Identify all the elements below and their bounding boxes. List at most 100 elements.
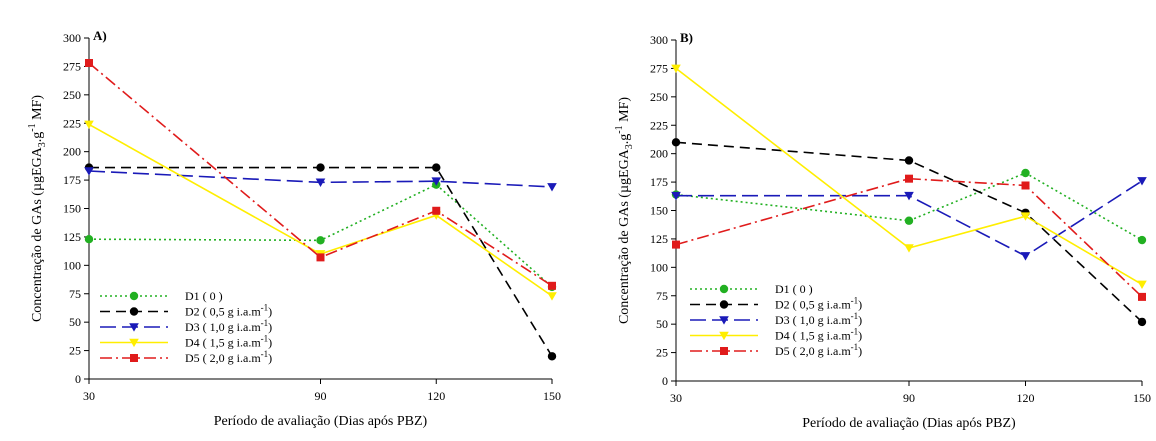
- y-tick-label-b: 300: [650, 33, 668, 47]
- legend-marker-d3-a: [129, 323, 139, 332]
- series-d4-b: [671, 64, 1147, 289]
- panel-label-a: A): [93, 28, 107, 43]
- y-tick-label-b: 100: [650, 260, 668, 274]
- series-d1-a: [84, 180, 557, 292]
- y-tick-label-a: 125: [63, 230, 81, 244]
- y-axis-label-a: Concentração de GAs (µgEGA3.g-1 MF): [27, 95, 48, 322]
- series-d4-a: [84, 120, 557, 301]
- x-tick-label-b: 30: [670, 391, 682, 405]
- data-point-d4-b: [1137, 280, 1147, 289]
- series-line-d4-b: [675, 67, 1143, 286]
- x-tick-label-b: 150: [1133, 391, 1151, 405]
- legend-label-d1-a: D1 ( 0 ): [185, 289, 223, 303]
- data-point-d3-b: [1020, 252, 1031, 261]
- data-point-d1-a: [84, 234, 94, 244]
- x-axis-label-a: Período de avaliação (Dias após PBZ): [214, 414, 428, 429]
- y-tick-label-b: 75: [656, 289, 668, 303]
- x-tick-label-a: 30: [83, 389, 95, 403]
- x-tick-label-a: 150: [543, 389, 561, 403]
- legend-marker-d2-b: [719, 300, 729, 309]
- data-point-d5-b: [1138, 292, 1146, 301]
- y-tick-label-b: 200: [650, 147, 668, 161]
- y-tick-label-a: 150: [63, 202, 81, 216]
- legend-marker-d5-a: [130, 354, 138, 362]
- data-point-d5-b: [905, 174, 913, 183]
- data-point-d1-b: [904, 216, 914, 225]
- series-line-d1-a: [88, 183, 553, 288]
- data-point-d3-b: [904, 191, 914, 201]
- legend-marker-d4-a: [129, 338, 139, 348]
- y-tick-label-b: 275: [650, 61, 668, 75]
- series-d5-b: [672, 174, 1146, 301]
- legend-label-d5-a: D5 ( 2,0 g i.a.m-1): [185, 349, 272, 365]
- legend-marker-d2-a: [129, 307, 139, 316]
- series-line-d3-a: [88, 170, 553, 188]
- data-point-d4-b: [1020, 212, 1031, 221]
- series-line-d4-a: [88, 123, 553, 297]
- legend-label-d4-a: D4 ( 1,5 g i.a.m-1): [185, 334, 272, 350]
- series-d2-a: [84, 163, 557, 361]
- legend-label-d1-b: D1 ( 0 ): [775, 282, 813, 296]
- y-tick-label-b: 175: [650, 175, 668, 189]
- y-tick-label-b: 225: [650, 118, 668, 132]
- data-point-d1-b: [1021, 168, 1030, 178]
- data-point-d3-a: [431, 177, 442, 186]
- y-tick-label-a: 225: [63, 116, 81, 130]
- data-point-d3-a: [315, 178, 326, 187]
- y-tick-label-a: 25: [69, 344, 81, 358]
- data-point-d2-b: [904, 156, 914, 165]
- y-axis-label-b: Concentração de GAs (µgEGA3.g-1 MF): [614, 97, 635, 324]
- series-line-d2-b: [675, 141, 1143, 323]
- data-point-d5-a: [85, 59, 93, 68]
- x-axis-label-b: Período de avaliação (Dias após PBZ): [802, 416, 1016, 431]
- chart-a-svg: 0 25 50 75 100 125 150 175 200 225 250 275 300 30 90 12…: [27, 28, 561, 429]
- y-tick-label-a: 75: [69, 287, 81, 301]
- data-point-d3-b: [671, 191, 681, 201]
- y-tick-label-a: 200: [63, 145, 81, 159]
- legend-b: D1 ( 0 )D2 ( 0,5 g i.a.m-1)D3 ( 1,0 g i.…: [690, 282, 862, 358]
- y-tick-label-a: 0: [75, 372, 81, 386]
- y-tick-label-a: 100: [63, 258, 81, 272]
- series-d5-a: [85, 59, 556, 290]
- data-point-d1-b: [1137, 235, 1147, 245]
- x-tick-label-a: 120: [427, 389, 445, 403]
- chart-b-svg: 0 25 50 75 100 125 150 175 200 225 250 275 300 30 90 12…: [614, 30, 1151, 431]
- data-point-d4-a: [84, 120, 94, 129]
- y-tick-label-a: 250: [63, 88, 81, 102]
- y-tick-label-a: 300: [63, 31, 81, 45]
- y-tick-label-b: 150: [650, 204, 668, 218]
- data-point-d4-b: [671, 64, 681, 74]
- data-point-d2-a: [316, 163, 325, 172]
- data-point-d5-b: [1021, 181, 1030, 190]
- data-point-d4-a: [547, 292, 557, 301]
- legend-label-d3-a: D3 ( 1,0 g i.a.m-1): [185, 318, 272, 334]
- data-point-d2-b: [671, 138, 681, 147]
- x-tick-label-a: 90: [315, 389, 327, 403]
- legend-marker-d1-b: [719, 284, 729, 294]
- data-point-d3-a: [84, 167, 94, 176]
- panel-label-b: B): [680, 30, 693, 45]
- data-point-d5-a: [316, 253, 325, 262]
- y-tick-label-b: 250: [650, 90, 668, 104]
- chart-panel-a: 0 25 50 75 100 125 150 175 200 225 250 275 300 30 90 12…: [27, 28, 561, 429]
- series-d3-b: [671, 177, 1147, 261]
- data-point-d5-a: [548, 281, 556, 290]
- data-point-d5-b: [672, 240, 680, 249]
- legend-a: D1 ( 0 )D2 ( 0,5 g i.a.m-1)D3 ( 1,0 g i.…: [100, 289, 272, 365]
- legend-label-d4-b: D4 ( 1,5 g i.a.m-1): [775, 327, 862, 343]
- legend-label-d2-b: D2 ( 0,5 g i.a.m-1): [775, 296, 862, 312]
- x-tick-label-b: 90: [903, 391, 915, 405]
- series-line-d3-b: [676, 180, 1143, 257]
- y-tick-label-a: 175: [63, 173, 81, 187]
- chart-panel-b: 0 25 50 75 100 125 150 175 200 225 250 275 300 30 90 12…: [578, 0, 1156, 441]
- y-tick-label-b: 125: [650, 232, 668, 246]
- legend-marker-d3-b: [719, 316, 729, 325]
- y-tick-label-b: 0: [662, 374, 668, 388]
- legend-marker-d4-b: [719, 331, 729, 341]
- series-d2-b: [671, 138, 1147, 327]
- data-point-d5-a: [432, 206, 441, 215]
- data-point-d3-a: [547, 183, 557, 192]
- data-point-d2-b: [1137, 317, 1147, 327]
- legend-label-d2-a: D2 ( 0,5 g i.a.m-1): [185, 303, 272, 319]
- y-tick-label-b: 25: [656, 346, 668, 360]
